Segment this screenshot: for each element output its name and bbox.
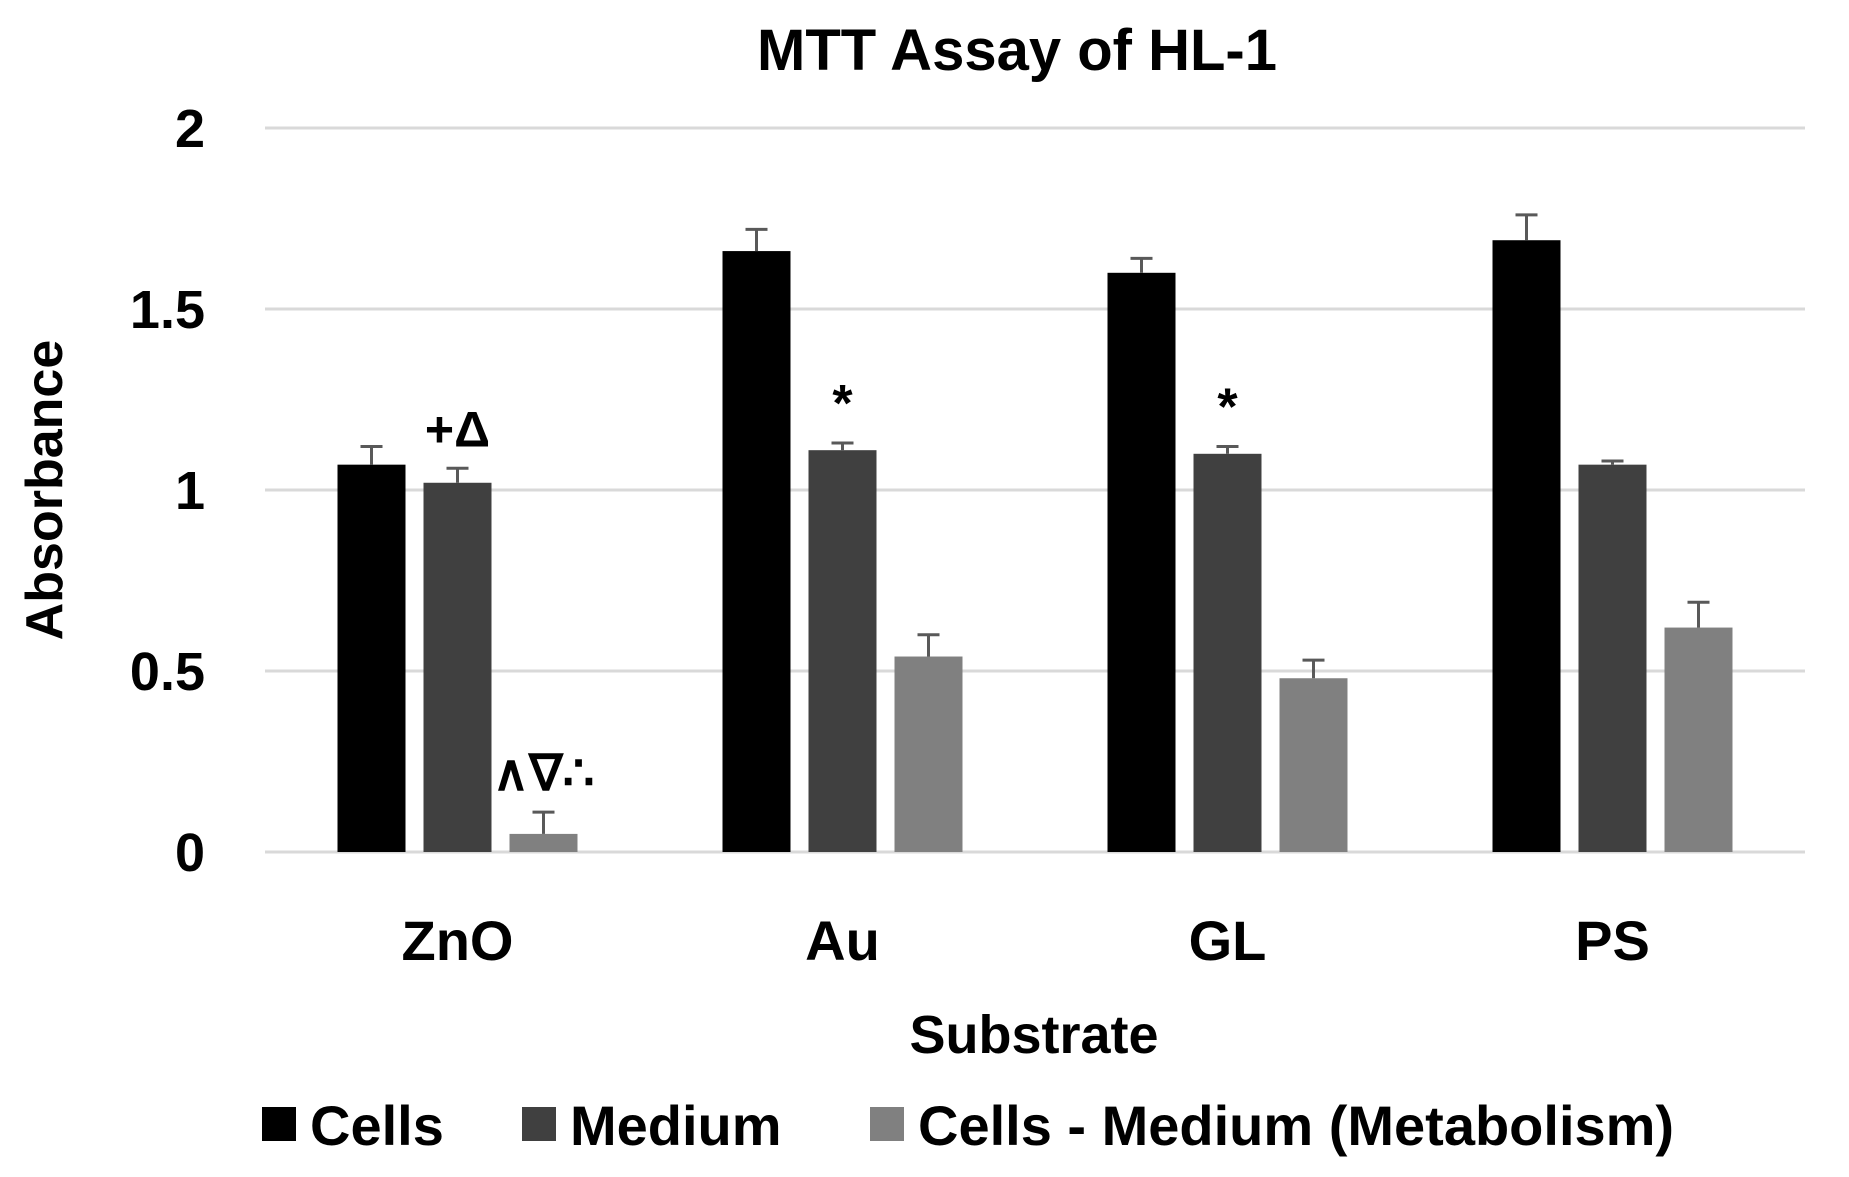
error-bar-gl-cells	[1130, 256, 1153, 273]
y-tick-label: 2	[175, 99, 205, 159]
legend-swatch-cells-medium-metabolism	[870, 1107, 904, 1141]
annotation-zno-1: ∧∇∴	[493, 745, 595, 801]
legend-label-cells-medium-metabolism: Cells - Medium (Metabolism)	[918, 1094, 1674, 1157]
x-tick-label-gl: GL	[1189, 909, 1267, 972]
bar-zno-medium	[423, 482, 492, 852]
gridlines	[265, 126, 1805, 854]
bar-ps-cells-medium-metabolism	[1664, 627, 1733, 852]
annotations: +Δ ∧∇∴ * *	[425, 375, 1238, 801]
error-bar-au-cells-medium-metabolism	[917, 633, 940, 657]
bar-au-medium	[808, 450, 877, 852]
y-axis-label: Absorbance	[16, 340, 74, 641]
legend-swatch-medium	[522, 1107, 556, 1141]
annotation-zno-0: +Δ	[425, 401, 490, 457]
y-tick-label: 1.5	[130, 280, 205, 340]
error-bar-gl-cells-medium-metabolism	[1302, 658, 1325, 679]
x-tick-label-au: Au	[805, 909, 880, 972]
error-bar-gl-medium	[1216, 445, 1239, 454]
bar-zno-cells-medium-metabolism	[509, 833, 578, 852]
error-bar-ps-medium	[1601, 459, 1624, 465]
error-bars	[360, 213, 1710, 834]
error-bar-au-medium	[831, 441, 854, 451]
bar-ps-cells	[1492, 240, 1561, 853]
bars	[337, 240, 1733, 853]
annotation-au-2: *	[832, 375, 853, 433]
legend-label-cells: Cells	[310, 1094, 444, 1157]
bar-gl-medium	[1193, 453, 1262, 852]
legend: Cells Medium Cells - Medium (Metabolism)	[262, 1094, 1674, 1157]
bar-zno-cells	[337, 464, 406, 852]
x-axis-label: Substrate	[909, 1005, 1158, 1065]
x-axis-ticks: ZnO Au GL PS	[402, 909, 1650, 972]
y-axis-ticks: 0 0.5 1 1.5 2	[130, 99, 205, 883]
annotation-gl-3: *	[1217, 379, 1238, 437]
bar-au-cells	[722, 251, 791, 852]
error-bar-zno-cells	[360, 445, 383, 465]
legend-label-medium: Medium	[570, 1094, 782, 1157]
bar-au-cells-medium-metabolism	[894, 656, 963, 852]
bar-gl-cells-medium-metabolism	[1279, 678, 1348, 852]
y-tick-label: 0.5	[130, 642, 205, 702]
chart-title: MTT Assay of HL-1	[757, 18, 1277, 83]
error-bar-ps-cells	[1515, 213, 1538, 241]
x-tick-label-ps: PS	[1575, 909, 1650, 972]
bar-gl-cells	[1107, 272, 1176, 852]
error-bar-zno-cells-medium-metabolism	[532, 810, 555, 834]
error-bar-zno-medium	[446, 466, 469, 483]
x-tick-label-zno: ZnO	[402, 909, 514, 972]
error-bar-au-cells	[745, 227, 768, 252]
legend-swatch-cells	[262, 1107, 296, 1141]
bar-ps-medium	[1578, 464, 1647, 852]
y-tick-label: 0	[175, 823, 205, 883]
error-bar-ps-cells-medium-metabolism	[1687, 600, 1710, 628]
y-tick-label: 1	[175, 461, 205, 521]
